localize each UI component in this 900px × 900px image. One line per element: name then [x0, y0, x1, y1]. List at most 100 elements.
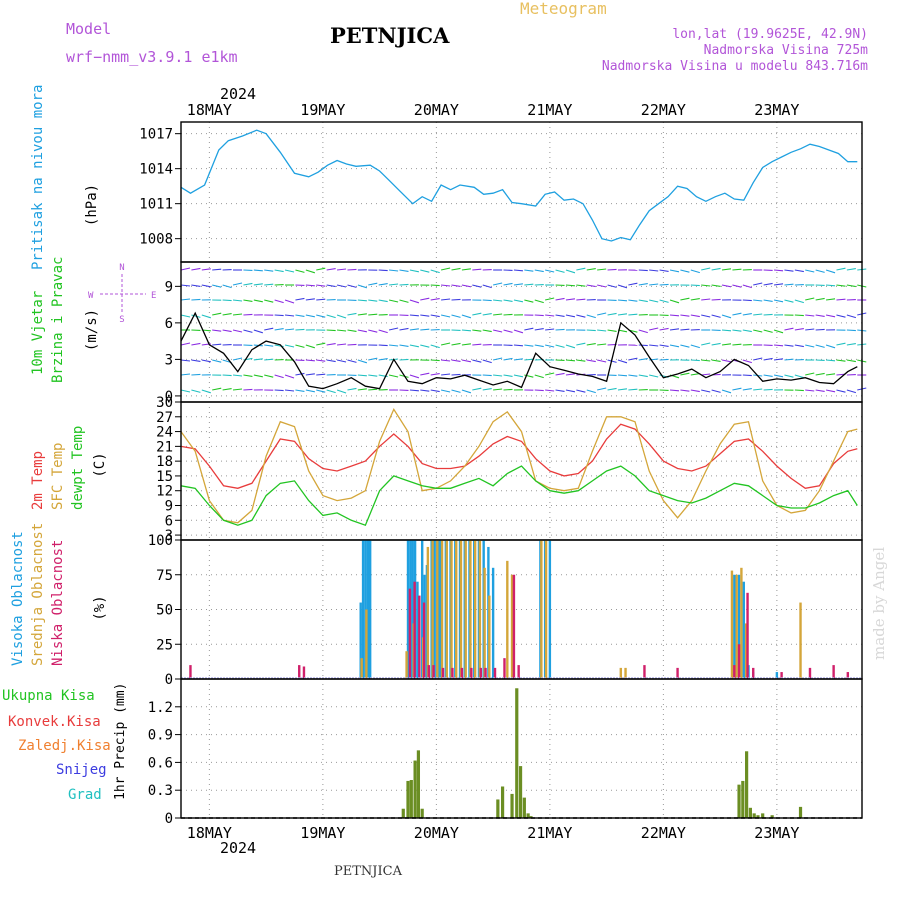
wind-arrow	[669, 314, 680, 317]
wind-arrow	[784, 299, 794, 303]
y-tick-label: 3	[165, 528, 173, 544]
wind-arrow	[284, 269, 295, 273]
legend-snow: Snijeg	[56, 762, 107, 778]
wind-arrow	[805, 314, 815, 317]
y-tick-label: 30	[156, 395, 173, 411]
wind-arrow	[336, 314, 347, 319]
bar	[488, 595, 491, 679]
wind-arrow	[825, 298, 836, 301]
wind-arrow	[493, 374, 503, 377]
wind-arrow	[836, 298, 846, 301]
bar	[406, 780, 410, 818]
bar	[302, 666, 306, 679]
wind-arrow	[378, 269, 388, 272]
wind-arrow	[191, 373, 201, 376]
wind-arrow	[493, 357, 503, 361]
wind-arrow	[607, 268, 617, 271]
bar	[746, 592, 749, 679]
wind-arrow	[659, 269, 669, 272]
wind-arrow	[586, 343, 596, 346]
wind-arrow	[607, 387, 617, 391]
wind-arrow	[815, 372, 825, 376]
wind-arrow	[180, 267, 191, 271]
wind-arrow	[264, 374, 274, 378]
y-tick-label: 15	[156, 469, 173, 485]
footer-station: PETNJICA	[334, 864, 403, 879]
wind-arrow	[576, 267, 586, 271]
bar	[506, 560, 509, 679]
wind-arrow	[326, 284, 336, 288]
wind-arrow	[284, 389, 295, 392]
wind-arrow	[232, 313, 243, 316]
wind-arrow	[555, 297, 565, 301]
wind-arrow	[524, 299, 534, 303]
wind-arrow	[409, 299, 420, 304]
bar	[409, 780, 413, 818]
wind-arrow	[232, 357, 243, 361]
bar	[445, 540, 448, 679]
wind-arrow	[305, 269, 316, 274]
wind-arrow	[357, 329, 367, 333]
bar	[548, 540, 552, 679]
x-label-bottom: 19MAY	[300, 824, 345, 842]
wind-arrow	[607, 312, 617, 316]
bar	[413, 581, 416, 679]
wind-arrow	[680, 328, 690, 331]
wind-arrow	[451, 298, 461, 301]
wind-arrow	[784, 374, 794, 378]
wind-arrow	[805, 389, 815, 392]
wind-arrow	[513, 329, 524, 334]
wind-side-label-1: 10m Vjetar	[30, 291, 46, 375]
wind-arrow	[295, 314, 305, 317]
y-tick-label: 50	[156, 603, 173, 619]
meteogram-title: Meteogram	[520, 0, 607, 18]
wind-arrow	[638, 344, 648, 347]
wind-arrow	[742, 329, 752, 333]
wind-arrow	[243, 299, 253, 302]
wind-arrow	[399, 344, 409, 347]
wind-arrow	[243, 374, 253, 377]
y-tick-label: 100	[148, 533, 173, 549]
wind-arrow	[222, 388, 232, 391]
wind-arrow	[212, 329, 222, 332]
wind-arrow	[732, 284, 742, 288]
temp-side-label-1: 2m Temp	[30, 451, 46, 510]
wind-arrow	[534, 299, 544, 304]
wind-arrow	[690, 284, 700, 287]
wind-arrow	[794, 328, 804, 331]
wind-arrow	[295, 389, 305, 392]
legend-hail: Grad	[68, 787, 102, 803]
panel-clouds: 0 25 50 75 100	[148, 533, 863, 688]
wind-arrow	[701, 298, 711, 301]
bar	[798, 806, 803, 818]
wind-arrow	[232, 299, 243, 302]
wind-arrow	[628, 374, 638, 377]
wind-arrow	[336, 389, 347, 394]
bar	[450, 540, 453, 679]
wind-arrow	[711, 389, 721, 393]
wind-arrow	[409, 328, 419, 331]
wind-arrow	[409, 389, 419, 392]
precip-unit-label: 1hr Precip (mm)	[113, 683, 128, 800]
y-tick-label: 27	[156, 410, 173, 426]
model-label: Model	[66, 20, 111, 38]
wind-arrow	[264, 358, 274, 361]
wind-arrow	[274, 299, 284, 304]
bar	[470, 667, 473, 679]
wind-arrow	[409, 374, 420, 379]
wind-arrow	[805, 269, 815, 273]
wind-arrow	[295, 372, 305, 376]
wind-arrow	[555, 269, 565, 273]
wind-arrow	[565, 314, 576, 318]
wind-arrow	[388, 299, 399, 303]
bar	[478, 540, 482, 679]
wind-arrow	[701, 267, 711, 271]
wind-arrow	[357, 359, 368, 364]
bar	[676, 667, 679, 679]
wind-arrow	[753, 282, 763, 286]
wind-arrow	[461, 314, 472, 319]
y-tick-label: 0	[165, 811, 173, 827]
bar	[437, 540, 440, 679]
wind-arrow	[284, 328, 295, 331]
